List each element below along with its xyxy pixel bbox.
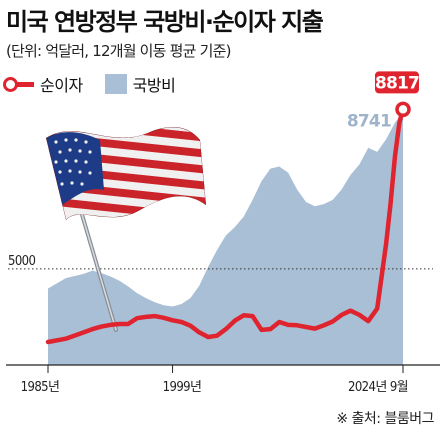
legend-label-defense: 국방비	[132, 76, 176, 95]
series-area-defense	[48, 112, 403, 365]
legend-line-swatch	[3, 76, 34, 92]
legend-area-swatch	[104, 74, 127, 94]
x-tick-label: 1985년	[21, 380, 60, 395]
defense-end-label: 8741	[347, 112, 391, 132]
defense-area-layer	[48, 112, 403, 365]
x-tick-label: 2024년 9월	[348, 380, 408, 395]
x-axis-layer: 1985년 1999년 2024년 9월	[6, 364, 440, 395]
label-layer: 8741 8817	[347, 71, 420, 132]
interest-end-marker	[395, 101, 411, 118]
gridline-layer: 5000	[8, 254, 433, 270]
x-tick-label: 1999년	[163, 380, 202, 395]
source-note: ※ 출처: 블룸버그	[336, 411, 434, 427]
interest-end-label: 8817	[375, 73, 419, 93]
y-tick-label: 5000	[8, 254, 36, 269]
legend: 순이자 국방비	[3, 70, 176, 98]
series-line-interest	[45, 107, 406, 345]
legend-item-interest: 순이자	[3, 72, 83, 96]
chart-subtitle: (단위: 억달러, 12개월 이동 평균 기준)	[6, 42, 231, 60]
interest-line-layer	[45, 101, 411, 345]
chart-title: 미국 연방정부 국방비·순이자 지출	[6, 8, 324, 36]
interest-end-label-box	[375, 71, 419, 94]
legend-label-interest: 순이자	[40, 76, 83, 95]
legend-item-defense: 국방비	[104, 72, 176, 96]
